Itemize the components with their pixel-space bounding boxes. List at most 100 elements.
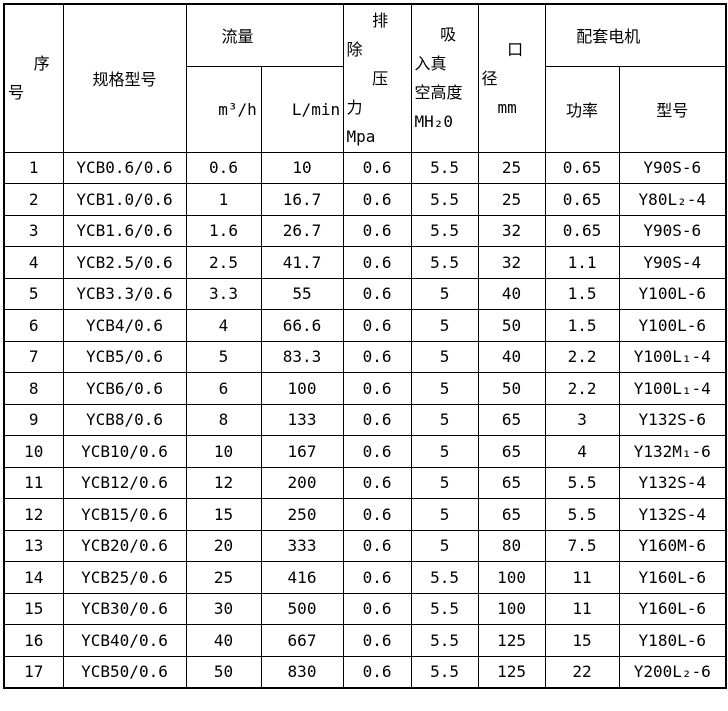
cell-discharge-pressure: 0.6	[342, 340, 412, 373]
header-spec-model: 规格型号	[62, 3, 187, 153]
cell-motor-model: Y100L-6	[618, 277, 727, 310]
cell-flow-m3h: 40	[185, 624, 262, 657]
cell-discharge-pressure: 0.6	[342, 655, 412, 688]
cell-serial-number: 13	[3, 529, 64, 562]
cell-serial-number: 3	[3, 214, 64, 247]
table-row: 8 YCB6/0.6 6 100 0.6 5 50 2.2 Y100L₁-4	[3, 372, 727, 405]
cell-discharge-pressure: 0.6	[342, 372, 412, 405]
cell-motor-power: 0.65	[544, 183, 620, 216]
cell-motor-power: 2.2	[544, 340, 620, 373]
cell-motor-power: 1.5	[544, 309, 620, 342]
table-row: 4 YCB2.5/0.6 2.5 41.7 0.6 5.5 32 1.1 Y90…	[3, 246, 727, 279]
cell-suction-vacuum-height: 5	[410, 403, 479, 436]
cell-flow-m3h: 3.3	[185, 277, 262, 310]
cell-flow-lmin: 55	[260, 277, 344, 310]
cell-serial-number: 2	[3, 183, 64, 216]
cell-motor-model: Y160L-6	[618, 592, 727, 625]
cell-spec-model: YCB0.6/0.6	[62, 151, 187, 184]
cell-discharge-pressure: 0.6	[342, 624, 412, 657]
cell-spec-model: YCB25/0.6	[62, 561, 187, 594]
cell-serial-number: 4	[3, 246, 64, 279]
header-motor-power: 功率	[544, 65, 620, 153]
cell-serial-number: 1	[3, 151, 64, 184]
cell-motor-power: 22	[544, 655, 620, 688]
cell-diameter: 65	[477, 498, 546, 531]
header-motor-model: 型号	[618, 65, 727, 153]
cell-flow-m3h: 12	[185, 466, 262, 499]
cell-motor-model: Y100L-6	[618, 309, 727, 342]
table-row: 10 YCB10/0.6 10 167 0.6 5 65 4 Y132M₁-6	[3, 435, 727, 468]
table-row: 13 YCB20/0.6 20 333 0.6 5 80 7.5 Y160M-6	[3, 529, 727, 562]
cell-flow-lmin: 133	[260, 403, 344, 436]
cell-motor-power: 5.5	[544, 466, 620, 499]
cell-spec-model: YCB1.6/0.6	[62, 214, 187, 247]
table-row: 11 YCB12/0.6 12 200 0.6 5 65 5.5 Y132S-4	[3, 466, 727, 499]
cell-suction-vacuum-height: 5	[410, 466, 479, 499]
cell-serial-number: 16	[3, 624, 64, 657]
table-row: 6 YCB4/0.6 4 66.6 0.6 5 50 1.5 Y100L-6	[3, 309, 727, 342]
table-row: 5 YCB3.3/0.6 3.3 55 0.6 5 40 1.5 Y100L-6	[3, 277, 727, 310]
cell-suction-vacuum-height: 5	[410, 309, 479, 342]
cell-spec-model: YCB1.0/0.6	[62, 183, 187, 216]
cell-spec-model: YCB4/0.6	[62, 309, 187, 342]
header-matching-motor: 配套电机	[544, 3, 727, 67]
cell-discharge-pressure: 0.6	[342, 246, 412, 279]
cell-motor-power: 11	[544, 561, 620, 594]
table-row: 12 YCB15/0.6 15 250 0.6 5 65 5.5 Y132S-4	[3, 498, 727, 531]
cell-discharge-pressure: 0.6	[342, 309, 412, 342]
cell-diameter: 65	[477, 466, 546, 499]
cell-diameter: 125	[477, 624, 546, 657]
cell-flow-m3h: 10	[185, 435, 262, 468]
cell-motor-model: Y160L-6	[618, 561, 727, 594]
cell-flow-m3h: 2.5	[185, 246, 262, 279]
header-serial-number: 序号	[3, 3, 64, 153]
cell-suction-vacuum-height: 5.5	[410, 246, 479, 279]
cell-serial-number: 15	[3, 592, 64, 625]
cell-motor-power: 4	[544, 435, 620, 468]
cell-spec-model: YCB12/0.6	[62, 466, 187, 499]
cell-discharge-pressure: 0.6	[342, 466, 412, 499]
cell-suction-vacuum-height: 5.5	[410, 151, 479, 184]
cell-spec-model: YCB6/0.6	[62, 372, 187, 405]
cell-discharge-pressure: 0.6	[342, 592, 412, 625]
cell-flow-m3h: 0.6	[185, 151, 262, 184]
cell-flow-m3h: 6	[185, 372, 262, 405]
cell-spec-model: YCB15/0.6	[62, 498, 187, 531]
cell-motor-power: 5.5	[544, 498, 620, 531]
cell-flow-lmin: 41.7	[260, 246, 344, 279]
header-flow: 流量	[185, 3, 344, 67]
cell-flow-m3h: 4	[185, 309, 262, 342]
table-row: 7 YCB5/0.6 5 83.3 0.6 5 40 2.2 Y100L₁-4	[3, 340, 727, 373]
header-discharge-pressure: 排除 压力 Mpa	[342, 3, 412, 153]
cell-motor-model: Y90S-6	[618, 151, 727, 184]
cell-serial-number: 9	[3, 403, 64, 436]
cell-flow-lmin: 100	[260, 372, 344, 405]
cell-discharge-pressure: 0.6	[342, 435, 412, 468]
cell-discharge-pressure: 0.6	[342, 277, 412, 310]
cell-diameter: 80	[477, 529, 546, 562]
cell-spec-model: YCB50/0.6	[62, 655, 187, 688]
cell-motor-power: 1.5	[544, 277, 620, 310]
cell-serial-number: 12	[3, 498, 64, 531]
cell-diameter: 65	[477, 403, 546, 436]
cell-suction-vacuum-height: 5.5	[410, 592, 479, 625]
cell-suction-vacuum-height: 5	[410, 435, 479, 468]
header-flow-lmin: L/min	[260, 65, 344, 153]
cell-motor-power: 0.65	[544, 214, 620, 247]
table-row: 2 YCB1.0/0.6 1 16.7 0.6 5.5 25 0.65 Y80L…	[3, 183, 727, 216]
cell-discharge-pressure: 0.6	[342, 498, 412, 531]
cell-suction-vacuum-height: 5	[410, 372, 479, 405]
cell-spec-model: YCB5/0.6	[62, 340, 187, 373]
cell-discharge-pressure: 0.6	[342, 183, 412, 216]
cell-motor-power: 11	[544, 592, 620, 625]
cell-motor-model: Y100L₁-4	[618, 340, 727, 373]
cell-flow-lmin: 26.7	[260, 214, 344, 247]
cell-flow-lmin: 333	[260, 529, 344, 562]
cell-flow-m3h: 1.6	[185, 214, 262, 247]
cell-flow-lmin: 200	[260, 466, 344, 499]
cell-suction-vacuum-height: 5.5	[410, 183, 479, 216]
cell-flow-lmin: 500	[260, 592, 344, 625]
cell-motor-model: Y132S-4	[618, 466, 727, 499]
cell-motor-model: Y180L-6	[618, 624, 727, 657]
table-row: 1 YCB0.6/0.6 0.6 10 0.6 5.5 25 0.65 Y90S…	[3, 151, 727, 184]
